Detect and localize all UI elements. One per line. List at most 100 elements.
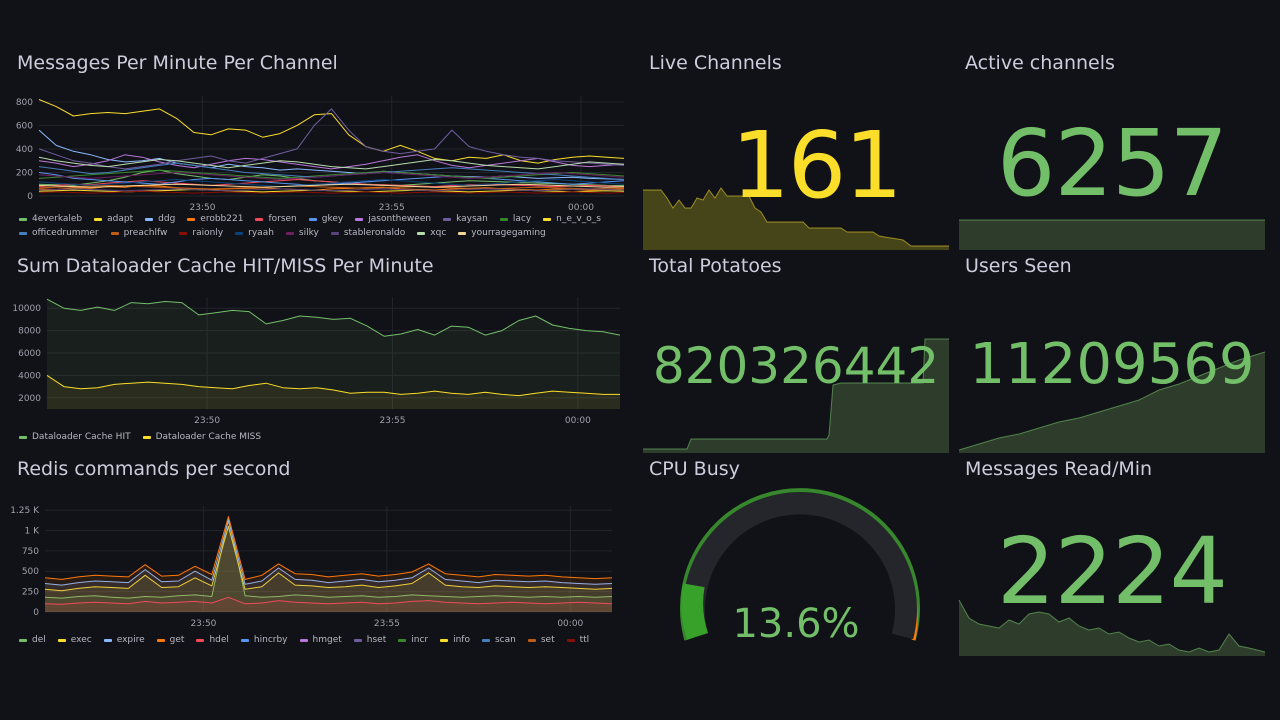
legend-item[interactable]: gkey bbox=[308, 214, 343, 224]
legend-item[interactable]: exec bbox=[57, 635, 92, 645]
legend-label: n_e_v_o_s bbox=[556, 214, 601, 224]
panel-cpu-busy: CPU Busy 13.6% bbox=[643, 458, 949, 656]
x-tick-label: 00:00 bbox=[565, 416, 591, 426]
legend-swatch bbox=[440, 638, 449, 642]
legend-label: exec bbox=[70, 635, 92, 645]
series-line-raionly[interactable] bbox=[38, 190, 625, 194]
y-tick-label: 800 bbox=[16, 98, 33, 108]
legend-swatch bbox=[308, 217, 317, 221]
series-area bbox=[45, 526, 612, 612]
legend-item[interactable]: kaysan bbox=[443, 214, 488, 224]
legend-item[interactable]: incr bbox=[398, 635, 428, 645]
legend-item[interactable]: lacy bbox=[499, 214, 531, 224]
legend-item[interactable]: scan bbox=[481, 635, 516, 645]
legend-label: forsen bbox=[268, 214, 297, 224]
legend-swatch bbox=[235, 231, 244, 235]
legend-swatch bbox=[255, 217, 264, 221]
series-line-forsen[interactable] bbox=[38, 179, 625, 188]
legend-item[interactable]: preachlfw bbox=[110, 228, 167, 238]
legend-swatch bbox=[142, 435, 151, 439]
series-line-yourragegaming[interactable] bbox=[38, 183, 625, 188]
series-line-Dataloader Cache HIT[interactable] bbox=[46, 298, 621, 337]
series-line-adapt[interactable] bbox=[38, 99, 625, 164]
legend-item[interactable]: expire bbox=[103, 635, 145, 645]
legend-item[interactable]: ddg bbox=[145, 214, 175, 224]
series-line-kaysan[interactable] bbox=[38, 108, 625, 170]
legend-item[interactable]: del bbox=[19, 635, 46, 645]
series-line-lacy[interactable] bbox=[38, 169, 625, 179]
messages-chart[interactable]: 0 200 400 600 800 23:50 23:55 00:00 bbox=[16, 92, 632, 213]
legend-swatch bbox=[19, 435, 27, 439]
legend-item[interactable]: ryaah bbox=[235, 228, 274, 238]
x-tick-label: 23:50 bbox=[194, 416, 220, 426]
series-line-jasontheween[interactable] bbox=[38, 154, 625, 170]
legend-item[interactable]: stableronaldo bbox=[330, 228, 405, 238]
dataloader-chart[interactable]: 2000 4000 6000 8000 10000 23:50 23:55 00:00 bbox=[12, 295, 632, 426]
total-potatoes-sparkline bbox=[643, 338, 949, 453]
legend-item[interactable]: adapt bbox=[94, 214, 133, 224]
legend-swatch bbox=[179, 231, 188, 235]
legend-item[interactable]: Dataloader Cache HIT bbox=[19, 432, 131, 442]
y-tick-label: 2000 bbox=[18, 394, 41, 404]
legend-item[interactable]: get bbox=[156, 635, 184, 645]
series-line-Dataloader Cache MISS[interactable] bbox=[46, 374, 620, 397]
legend-item[interactable]: hincrby bbox=[240, 635, 288, 645]
active-channels-sparkline bbox=[959, 219, 1265, 250]
legend-item[interactable]: yourragegaming bbox=[458, 228, 546, 238]
series-line-del[interactable] bbox=[44, 517, 613, 599]
series-line-stableronaldo[interactable] bbox=[38, 188, 625, 192]
series-line-hdel[interactable] bbox=[44, 596, 613, 605]
legend-item[interactable]: set bbox=[527, 635, 555, 645]
legend-item[interactable]: hmget bbox=[299, 635, 342, 645]
legend-swatch bbox=[458, 231, 467, 235]
legend-item[interactable]: info bbox=[440, 635, 470, 645]
legend-swatch bbox=[145, 217, 154, 221]
redis-legend: del exec expire get hdel hincrby hmget hset incr… bbox=[19, 635, 619, 645]
messages-read-value: 2224 bbox=[996, 518, 1228, 625]
y-tick-label: 0 bbox=[27, 192, 33, 202]
legend-item[interactable]: hdel bbox=[196, 635, 229, 645]
series-line-expire[interactable] bbox=[44, 520, 613, 586]
panel-users-seen: Users Seen 11209569 bbox=[958, 255, 1266, 453]
series-line-ryaah[interactable] bbox=[38, 179, 625, 188]
series-line-preachlfw[interactable] bbox=[38, 184, 625, 190]
legend-label: ddg bbox=[158, 214, 176, 224]
legend-item[interactable]: xqc bbox=[417, 228, 446, 238]
panel-title: Users Seen bbox=[965, 255, 1072, 277]
legend-label: erobb221 bbox=[200, 214, 244, 224]
legend-item[interactable]: silky bbox=[285, 228, 319, 238]
legend-item[interactable]: erobb221 bbox=[187, 214, 243, 224]
legend-label: adapt bbox=[107, 214, 134, 224]
legend-item[interactable]: ttl bbox=[566, 635, 589, 645]
y-tick-label: 200 bbox=[16, 168, 33, 178]
series-line-get[interactable] bbox=[44, 516, 613, 580]
series-line-silky[interactable] bbox=[38, 172, 625, 180]
legend-item[interactable]: Dataloader Cache MISS bbox=[142, 432, 261, 442]
legend-swatch bbox=[566, 638, 575, 642]
panel-messages-per-minute: Messages Per Minute Per Channel 0 200 400 6… bbox=[16, 52, 632, 247]
legend-swatch bbox=[355, 217, 364, 221]
series-line-xqc[interactable] bbox=[38, 156, 625, 170]
legend-item[interactable]: hset bbox=[353, 635, 387, 645]
series-line-exec[interactable] bbox=[44, 525, 613, 592]
legend-item[interactable]: jasontheween bbox=[355, 214, 431, 224]
legend-swatch bbox=[417, 231, 426, 235]
legend-item[interactable]: forsen bbox=[255, 214, 297, 224]
series-line-ddg[interactable] bbox=[38, 129, 625, 180]
legend-label: hmget bbox=[312, 635, 342, 645]
x-tick-label: 23:55 bbox=[374, 619, 400, 629]
legend-label: hset bbox=[366, 635, 387, 645]
panel-title: Active channels bbox=[965, 52, 1115, 74]
legend-label: yourragegaming bbox=[471, 228, 546, 238]
redis-chart[interactable]: 0 250 500 750 1 K 1.25 K 23:50 23:55 00:00 bbox=[10, 498, 632, 629]
legend-item[interactable]: officedrummer bbox=[19, 228, 99, 238]
legend-swatch bbox=[330, 231, 339, 235]
x-tick-label: 00:00 bbox=[568, 203, 594, 213]
x-tick-label: 00:00 bbox=[557, 619, 583, 629]
legend-label: kaysan bbox=[456, 214, 488, 224]
live-channels-value: 161 bbox=[731, 112, 903, 219]
legend-item[interactable]: 4everkaleb bbox=[19, 214, 82, 224]
legend-item[interactable]: n_e_v_o_s bbox=[543, 214, 601, 224]
legend-item[interactable]: raionly bbox=[179, 228, 223, 238]
x-tick-label: 23:55 bbox=[380, 416, 406, 426]
